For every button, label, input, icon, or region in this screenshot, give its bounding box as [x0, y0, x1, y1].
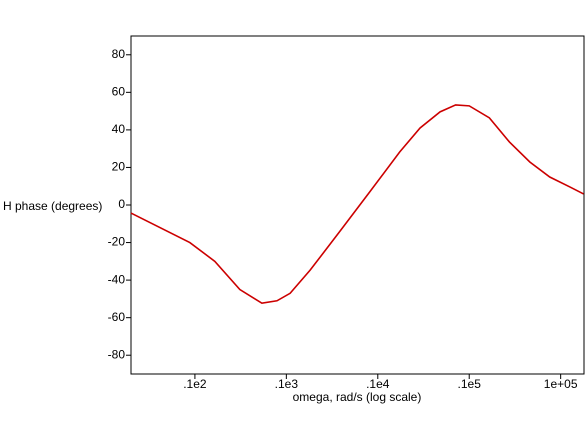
y-tick-label: -80 — [108, 347, 126, 361]
x-tick-label: 1e+05 — [544, 377, 578, 391]
y-tick-label: -40 — [108, 272, 126, 286]
plot-frame — [130, 35, 585, 375]
y-tick-label: -60 — [108, 310, 126, 324]
y-axis-label: H phase (degrees) — [3, 199, 102, 213]
y-tick-label: 20 — [112, 160, 126, 174]
x-tick-label: .1e4 — [366, 377, 390, 391]
y-tick-label: 40 — [112, 122, 126, 136]
y-tick-label: 0 — [118, 197, 125, 211]
x-tick-label: .1e2 — [183, 377, 207, 391]
x-tick-label: .1e3 — [275, 377, 299, 391]
x-tick-label: .1e5 — [458, 377, 482, 391]
y-tick-label: -20 — [108, 235, 126, 249]
data-line — [130, 104, 584, 305]
x-axis-label: omega, rad/s (log scale) — [293, 390, 422, 404]
y-tick-label: 80 — [112, 47, 126, 61]
y-tick-label: 60 — [112, 85, 126, 99]
